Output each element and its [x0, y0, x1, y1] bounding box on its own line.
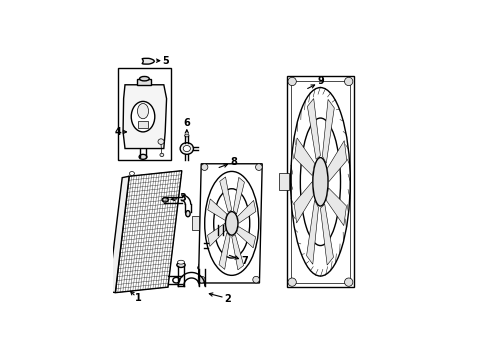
Circle shape	[344, 278, 353, 286]
Circle shape	[206, 244, 209, 247]
Polygon shape	[326, 188, 346, 226]
Ellipse shape	[198, 263, 205, 267]
Ellipse shape	[138, 103, 148, 119]
Polygon shape	[115, 171, 182, 293]
Polygon shape	[232, 235, 244, 270]
Polygon shape	[208, 199, 227, 220]
Bar	[279, 174, 289, 190]
Circle shape	[288, 278, 296, 286]
Polygon shape	[198, 164, 262, 283]
Text: 2: 2	[224, 294, 231, 304]
Ellipse shape	[180, 143, 194, 154]
Circle shape	[256, 164, 262, 170]
Text: 5: 5	[163, 56, 170, 66]
Ellipse shape	[185, 134, 189, 137]
Ellipse shape	[160, 153, 164, 157]
Text: 8: 8	[230, 157, 237, 167]
Ellipse shape	[186, 211, 190, 217]
Ellipse shape	[129, 172, 134, 175]
Circle shape	[219, 233, 222, 236]
Bar	[192, 216, 199, 230]
Polygon shape	[108, 176, 129, 293]
Ellipse shape	[177, 260, 184, 264]
Circle shape	[344, 77, 353, 86]
Ellipse shape	[212, 239, 229, 252]
Text: 9: 9	[318, 76, 324, 86]
Circle shape	[253, 276, 259, 283]
Circle shape	[201, 164, 208, 170]
Ellipse shape	[173, 278, 180, 283]
Circle shape	[233, 244, 235, 247]
Polygon shape	[208, 223, 226, 246]
Text: 7: 7	[242, 256, 248, 266]
Polygon shape	[233, 177, 245, 214]
Text: 3: 3	[179, 193, 186, 203]
Ellipse shape	[131, 102, 155, 132]
Circle shape	[219, 255, 222, 258]
Bar	[138, 121, 148, 128]
Ellipse shape	[183, 145, 191, 152]
Ellipse shape	[162, 198, 168, 202]
Text: 4: 4	[115, 127, 122, 137]
Polygon shape	[294, 182, 313, 223]
Polygon shape	[294, 138, 315, 176]
Ellipse shape	[232, 239, 240, 252]
Ellipse shape	[139, 154, 147, 159]
Bar	[138, 79, 151, 85]
Polygon shape	[320, 204, 334, 265]
Polygon shape	[219, 233, 230, 269]
Polygon shape	[307, 201, 318, 264]
Text: 1: 1	[135, 293, 142, 303]
Ellipse shape	[208, 235, 233, 256]
Ellipse shape	[202, 243, 205, 248]
Polygon shape	[307, 99, 320, 159]
Polygon shape	[327, 141, 347, 182]
Circle shape	[288, 77, 296, 86]
Polygon shape	[238, 201, 256, 223]
Ellipse shape	[225, 212, 238, 235]
Ellipse shape	[313, 158, 328, 206]
Text: 6: 6	[183, 118, 190, 128]
Ellipse shape	[140, 76, 149, 81]
Bar	[118, 68, 171, 159]
Polygon shape	[237, 226, 256, 248]
Polygon shape	[123, 85, 167, 149]
Ellipse shape	[177, 262, 185, 267]
Polygon shape	[142, 58, 154, 64]
Polygon shape	[287, 76, 354, 287]
Ellipse shape	[198, 265, 206, 270]
Polygon shape	[220, 177, 232, 212]
Polygon shape	[322, 99, 334, 163]
Ellipse shape	[217, 242, 225, 249]
Ellipse shape	[158, 139, 164, 144]
Circle shape	[198, 276, 205, 283]
Ellipse shape	[218, 222, 223, 226]
